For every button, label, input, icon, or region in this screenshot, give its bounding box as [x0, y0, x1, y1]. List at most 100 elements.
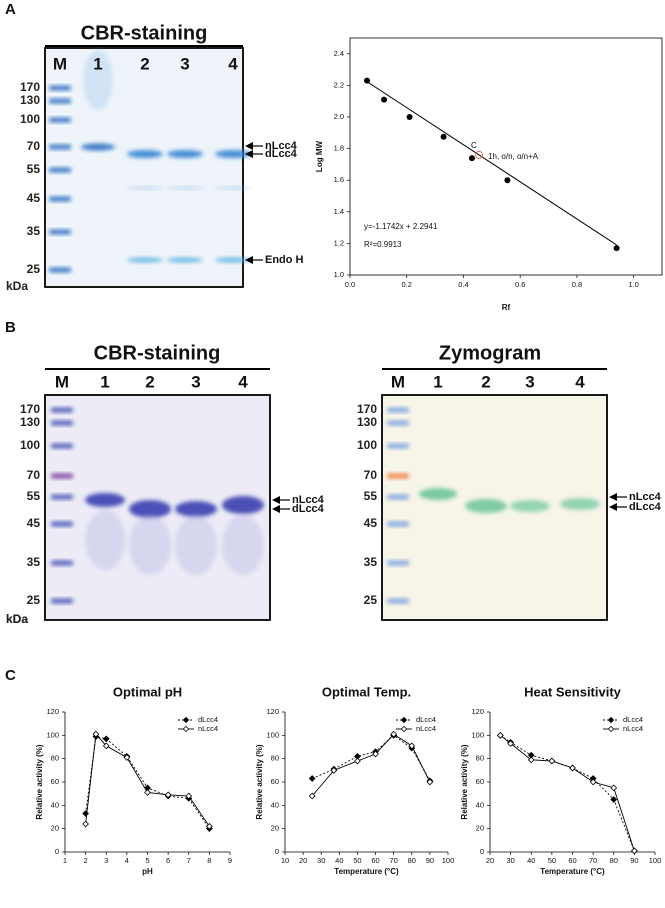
- ladder-band: [49, 267, 71, 273]
- arrow-label: nLcc4: [292, 494, 325, 506]
- x-tick-label: 90: [630, 856, 638, 865]
- lane-label: 1: [100, 372, 109, 391]
- ladder-band: [387, 560, 409, 566]
- y-tick-label: 0: [480, 847, 484, 856]
- ladder-band: [51, 473, 73, 479]
- marker-label: 130: [20, 93, 40, 107]
- y-tick-label: 60: [271, 777, 279, 786]
- marker-label: 100: [20, 112, 40, 126]
- x-tick-label: 0.6: [515, 280, 525, 289]
- y-tick-label: 1.0: [334, 270, 344, 279]
- data-point: [408, 742, 416, 750]
- data-point: [610, 796, 618, 803]
- highlight-note: 1h, o/n, o/n+A: [488, 152, 539, 161]
- lane-label: M: [53, 54, 67, 73]
- x-tick-label: 4: [125, 856, 129, 865]
- y-tick-label: 1.6: [334, 175, 344, 184]
- gel-band: [83, 50, 113, 110]
- x-tick-label: 0.0: [345, 280, 355, 289]
- arrow-label: dLcc4: [629, 501, 662, 513]
- data-point: [308, 775, 316, 782]
- y-tick-label: 120: [46, 707, 59, 716]
- series-line: [500, 734, 635, 852]
- arrow-label: dLcc4: [292, 503, 325, 515]
- gel-band: [222, 515, 264, 575]
- panel-label: A: [5, 1, 16, 18]
- lane-label: 2: [481, 372, 490, 391]
- ladder-band: [49, 85, 71, 91]
- arrow-label: nLcc4: [629, 491, 662, 503]
- marker-label: 55: [364, 489, 378, 503]
- x-tick-label: 5: [145, 856, 149, 865]
- data-point: [426, 778, 434, 786]
- x-tick-label: 0.2: [402, 280, 412, 289]
- y-tick-label: 120: [266, 707, 279, 716]
- arrow-label: dLcc4: [265, 148, 298, 160]
- legend-marker: [182, 725, 190, 733]
- arrow-head: [609, 503, 617, 511]
- x-axis-label: pH: [142, 867, 153, 876]
- x-tick-label: 40: [527, 856, 535, 865]
- y-tick-label: 100: [266, 730, 279, 739]
- ladder-band: [51, 521, 73, 527]
- data-point: [144, 789, 151, 796]
- gel-band: [85, 493, 125, 507]
- data-point: [206, 822, 213, 830]
- arrow-head: [245, 256, 253, 264]
- marker-label: 70: [27, 468, 41, 482]
- legend-label: dLcc4: [416, 715, 436, 724]
- data-point: [631, 847, 638, 855]
- y-tick-label: 20: [271, 824, 279, 833]
- data-point: [381, 96, 388, 103]
- marker-label: 170: [20, 80, 40, 94]
- unit-label: kDa: [6, 612, 28, 626]
- legend-marker: [607, 725, 615, 733]
- y-tick-label: 40: [476, 800, 484, 809]
- legend-marker: [400, 725, 408, 733]
- x-tick-label: 50: [548, 856, 556, 865]
- ladder-band: [49, 117, 71, 123]
- x-tick-label: 7: [187, 856, 191, 865]
- unit-label: kDa: [6, 279, 28, 293]
- gel-title: CBR-staining: [81, 22, 208, 44]
- lane-label: 2: [140, 54, 149, 73]
- arrow-label: nLcc4: [265, 140, 298, 152]
- gel-title: CBR-staining: [94, 342, 221, 364]
- ladder-band: [387, 494, 409, 500]
- fit-r2: R²=0.9913: [364, 240, 402, 249]
- data-point: [589, 778, 597, 786]
- ladder-band: [51, 407, 73, 413]
- highlight-label: C: [471, 141, 477, 150]
- marker-label: 45: [364, 516, 378, 530]
- data-point: [102, 742, 110, 750]
- gel-band: [419, 488, 457, 500]
- gel-band: [81, 143, 115, 151]
- y-tick-label: 40: [51, 800, 59, 809]
- gel-band: [215, 186, 251, 190]
- x-tick-label: 100: [442, 856, 455, 865]
- ladder-band: [51, 560, 73, 566]
- gel-image: [44, 47, 244, 288]
- ladder-band: [387, 598, 409, 604]
- marker-label: 45: [27, 191, 41, 205]
- y-tick-label: 60: [51, 777, 59, 786]
- x-tick-label: 9: [228, 856, 232, 865]
- data-point: [354, 757, 361, 765]
- marker-label: 130: [357, 415, 377, 429]
- gel-band: [167, 257, 203, 263]
- chart-title: Optimal pH: [113, 684, 182, 699]
- y-tick-label: 60: [476, 777, 484, 786]
- data-point: [527, 756, 535, 764]
- data-point: [372, 750, 379, 758]
- lane-label: 4: [575, 372, 585, 391]
- ladder-band: [387, 420, 409, 426]
- panel-label: C: [5, 667, 16, 684]
- marker-label: 100: [357, 438, 377, 452]
- lane-label: 1: [93, 54, 102, 73]
- series-line: [85, 735, 210, 829]
- marker-label: 35: [364, 555, 378, 569]
- series-line: [311, 734, 431, 782]
- y-tick-label: 100: [471, 730, 484, 739]
- gel-band: [175, 515, 217, 575]
